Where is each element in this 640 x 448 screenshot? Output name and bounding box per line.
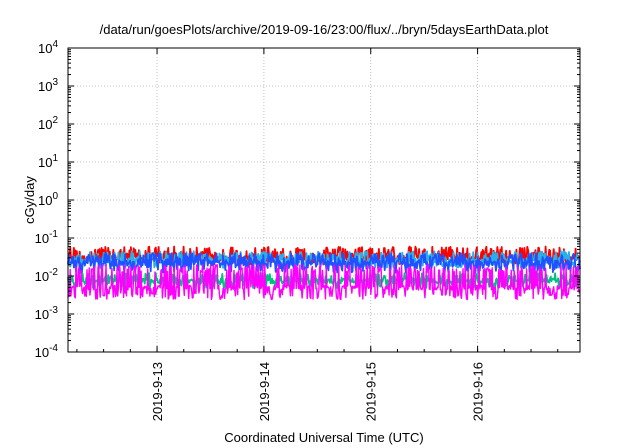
chart-title: /data/run/goesPlots/archive/2019-09-16/2… [100,22,549,37]
y-tick-label: 100 [38,191,58,208]
y-tick-label: 102 [38,115,58,132]
y-tick-label: 10-4 [35,343,59,360]
y-tick-label: 10-3 [35,305,59,322]
x-tick-label: 2019-9-14 [257,362,272,421]
y-tick-label: 10-2 [35,267,59,284]
x-tick-label: 2019-9-13 [150,362,165,421]
grid [68,48,580,352]
x-tick-label: 2019-9-16 [471,362,486,421]
series-group [67,245,581,301]
y-axis: 10-4 10-3 10-2 10-1 100 101 102 103 104 [35,39,580,360]
x-axis: 2019-9-13 2019-9-14 2019-9-15 2019-9-16 [76,48,559,421]
y-tick-label: 103 [38,77,58,94]
y-axis-label: cGy/day [22,176,37,224]
series-line [67,263,581,301]
y-tick-label: 10-1 [35,229,59,246]
series-line [67,252,581,274]
x-axis-label: Coordinated Universal Time (UTC) [224,430,423,445]
x-tick-label: 2019-9-15 [364,362,379,421]
y-tick-label: 104 [38,39,58,56]
series-line [67,272,581,289]
y-tick-label: 101 [38,153,58,170]
